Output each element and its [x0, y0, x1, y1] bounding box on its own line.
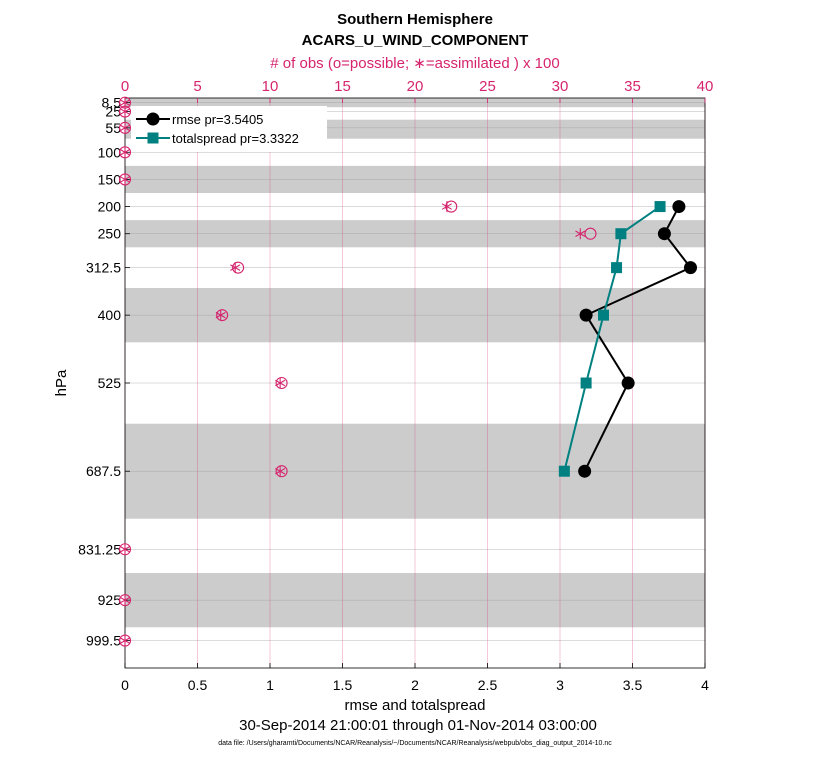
asterisk-stroke	[119, 149, 131, 156]
asterisk-stroke	[215, 311, 226, 319]
data-series	[558, 200, 697, 478]
asterisk-stroke	[230, 264, 241, 271]
chart-subtitle: ACARS_U_WIND_COMPONENT	[302, 32, 529, 49]
obs-possible-marker	[232, 261, 245, 274]
legend-marker-rmse	[146, 112, 160, 126]
obs-possible-marker	[584, 227, 597, 240]
y-tick-label: 831.25	[78, 541, 121, 557]
x-tick-label: 0	[121, 677, 129, 693]
series-1-point	[611, 262, 623, 274]
x-tick-label: 2.5	[478, 677, 498, 693]
asterisk-stroke	[119, 99, 131, 106]
top-tick-label: 25	[479, 78, 496, 95]
y-tick-label: 925	[98, 592, 122, 608]
obs-assimilated-marker	[215, 309, 226, 321]
legend-box	[131, 106, 327, 152]
obs-possible-marker	[275, 376, 288, 390]
obs-assimilated-marker	[119, 635, 131, 647]
date-range: 30-Sep-2014 21:00:01 through 01-Nov-2014…	[239, 717, 597, 734]
series-0-point	[657, 227, 671, 241]
y-axis-label: hPa	[53, 369, 70, 396]
asterisk-stroke	[119, 124, 131, 132]
legend-label-totalspread: totalspread pr=3.3322	[172, 131, 299, 146]
obs-assimilated-marker	[275, 465, 286, 477]
y-tick-label: 100	[98, 144, 122, 160]
y-tick-label: 55	[105, 120, 121, 136]
y-tick-label: 250	[98, 226, 122, 242]
series-1-point	[615, 228, 627, 240]
top-tick-label: 10	[262, 78, 279, 95]
asterisk-stroke	[441, 203, 452, 210]
y-tick-label: 8.5	[102, 95, 122, 111]
series-1-point	[558, 465, 570, 477]
y-tick-label: 525	[98, 375, 122, 391]
y-tick-label: 687.5	[86, 463, 121, 479]
obs-assimilated-marker	[441, 201, 452, 213]
legend-label-rmse: rmse pr=3.5405	[172, 112, 263, 127]
series-0-point	[621, 376, 635, 390]
x-tick-label: 3.5	[623, 677, 643, 693]
chart-title: Southern Hemisphere	[337, 11, 493, 28]
obs-assimilated-marker	[575, 228, 586, 240]
top-tick-label: 35	[624, 78, 641, 95]
series-1-point	[654, 201, 666, 213]
obs-assimilated-marker	[230, 262, 241, 274]
obs-assimilated-marker	[119, 173, 131, 185]
asterisk-stroke	[119, 546, 131, 553]
obs-possible-marker	[216, 309, 229, 322]
asterisk-stroke	[119, 176, 131, 183]
top-tick-label: 40	[697, 78, 714, 95]
asterisk-stroke	[119, 637, 131, 644]
series-line-1	[563, 205, 661, 472]
x-axis-label: rmse and totalspread	[345, 697, 486, 714]
series-1-point	[580, 377, 592, 389]
top-tick-label: 5	[193, 78, 201, 95]
x-tick-label: 2	[411, 677, 419, 693]
series-0-point	[684, 261, 697, 275]
asterisk-stroke	[275, 379, 286, 387]
y-tick-label: 200	[98, 199, 122, 215]
obs-assimilated-marker	[119, 543, 131, 555]
asterisk-stroke	[275, 467, 286, 475]
x-tick-label: 4	[701, 677, 709, 693]
obs-assimilated-marker	[119, 146, 131, 158]
obs-possible-marker	[445, 200, 458, 213]
series-1-point	[598, 309, 609, 321]
obs-assimilated-marker	[119, 594, 131, 606]
x-tick-label: 1.5	[333, 677, 353, 693]
legend-marker-totalspread	[147, 132, 159, 144]
x-tick-label: 0.5	[188, 677, 208, 693]
y-tick-label: 312.5	[86, 260, 121, 276]
series-0-point	[578, 464, 592, 478]
obs-assimilated-marker	[275, 377, 286, 389]
top-tick-label: 0	[121, 78, 129, 95]
obs-assimilated-marker	[119, 106, 131, 118]
top-tick-label: 30	[552, 78, 569, 95]
asterisk-stroke	[119, 108, 131, 115]
top-tick-label: 15	[334, 78, 351, 95]
asterisk-stroke	[575, 230, 586, 237]
data-file-footnote: data file: /Users/gharamti/Documents/NCA…	[218, 740, 612, 747]
top-tick-label: 20	[407, 78, 424, 95]
series-0-point	[672, 200, 686, 214]
y-tick-label: 25	[105, 104, 121, 120]
x-tick-label: 3	[556, 677, 564, 693]
obs-assimilated-marker	[119, 122, 131, 134]
top-axis-label: # of obs (o=possible; ∗=assimilated ) x …	[270, 55, 559, 72]
x-tick-label: 1	[266, 677, 274, 693]
axis-ticks: 0 0.5 1 1.5 2 2.5 3 3.5 40 5 10 15 20 25 30 35 408.52555…	[78, 78, 713, 693]
asterisk-stroke	[119, 596, 131, 604]
obs-possible-marker	[275, 465, 288, 478]
obs-count-markers	[118, 96, 597, 647]
legend: rmse pr=3.5405 totalspread pr=3.3322	[131, 106, 327, 152]
y-tick-label: 999.5	[86, 633, 121, 649]
y-tick-label: 400	[98, 307, 122, 323]
y-tick-label: 150	[98, 171, 122, 187]
series-0-point	[579, 308, 593, 322]
